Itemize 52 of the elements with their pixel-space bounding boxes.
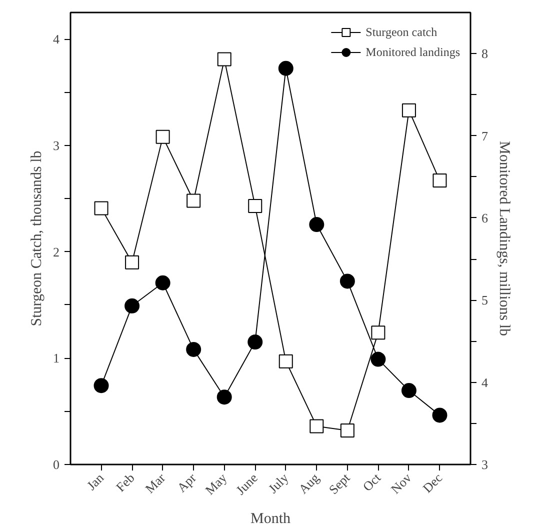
x-tick-label: Dec xyxy=(420,470,446,496)
y2-tick-label: 5 xyxy=(482,292,488,308)
point xyxy=(432,174,447,188)
x-tick-label: Aug xyxy=(296,470,322,497)
point xyxy=(432,408,448,423)
x-tick-label: May xyxy=(202,470,230,498)
point xyxy=(156,130,170,144)
point xyxy=(155,275,170,290)
y2-tick-label: 8 xyxy=(482,46,488,62)
x-tick-label: June xyxy=(232,470,261,498)
y-axis-title: Sturgeon Catch, thousands lb xyxy=(29,150,45,326)
legend-label: Sturgeon catch xyxy=(366,24,438,40)
point xyxy=(278,354,293,368)
point xyxy=(186,342,202,357)
x-tick-label: Oct xyxy=(360,470,384,494)
x-axis-title: Month xyxy=(250,510,291,527)
legend-label: Monitored landings xyxy=(366,44,460,60)
y-tick-label: 4 xyxy=(53,32,60,47)
point xyxy=(124,298,140,314)
point xyxy=(371,326,386,340)
point xyxy=(94,378,109,394)
point xyxy=(248,199,262,214)
point xyxy=(94,201,108,216)
x-tick-label: Jan xyxy=(84,470,107,494)
y-tick-label: 1 xyxy=(53,350,60,366)
point xyxy=(340,423,354,438)
y-tick-label: 0 xyxy=(53,457,60,472)
y-tick-label: 2 xyxy=(53,244,60,260)
x-tick-label: Mar xyxy=(142,470,169,496)
x-tick-label: Apr xyxy=(174,470,200,496)
x-tick-label: Nov xyxy=(388,470,415,497)
y2-tick-label: 7 xyxy=(482,128,488,144)
point xyxy=(216,390,232,405)
point xyxy=(310,419,324,434)
point xyxy=(309,217,324,232)
point xyxy=(217,52,232,66)
point xyxy=(370,352,386,367)
point xyxy=(278,60,294,76)
x-tick-label: July xyxy=(265,470,292,496)
x-tick-label: Feb xyxy=(112,470,138,495)
y2-tick-label: 3 xyxy=(482,457,488,472)
point xyxy=(186,194,201,208)
y2-tick-label: 4 xyxy=(482,374,488,390)
y2-tick-label: 6 xyxy=(482,210,488,226)
y2-axis-title: Monitored Landings, millions lb xyxy=(496,141,512,336)
y-tick-label: 3 xyxy=(53,138,60,153)
point xyxy=(401,383,416,398)
point xyxy=(340,274,355,289)
point xyxy=(402,103,416,118)
point xyxy=(125,255,140,270)
point xyxy=(248,334,263,350)
x-tick-label: Sept xyxy=(326,470,353,498)
